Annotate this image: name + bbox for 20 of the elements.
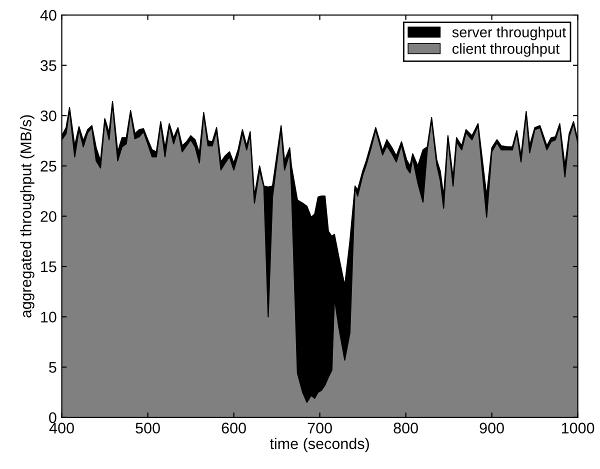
x-tick-label: 600: [222, 422, 246, 434]
y-tick-label: 10: [41, 312, 56, 322]
y-tick-label: 25: [40, 160, 56, 172]
y-tick-label: 40: [40, 10, 56, 21]
x-axis-title: time (seconds): [270, 438, 369, 452]
x-tick-label: 900: [480, 422, 504, 434]
y-tick-label: 5: [49, 362, 56, 373]
y-tick-label: 30: [40, 110, 56, 122]
x-tick-label: 700: [308, 422, 332, 434]
x-tick-label: 1000: [562, 422, 594, 434]
x-tick-label: 400: [49, 422, 74, 434]
y-axis-title: aggregated throughput (MB/s): [20, 115, 34, 318]
y-tick-label: 15: [41, 262, 56, 272]
x-tick-label: 800: [394, 422, 418, 434]
y-tick-label: 20: [40, 211, 56, 222]
legend-label: client throughput: [452, 43, 560, 57]
y-tick-label: 35: [40, 60, 56, 71]
x-tick-label: 500: [136, 422, 160, 434]
legend-label: server throughput: [452, 26, 566, 40]
y-tick-label: 0: [49, 412, 56, 424]
